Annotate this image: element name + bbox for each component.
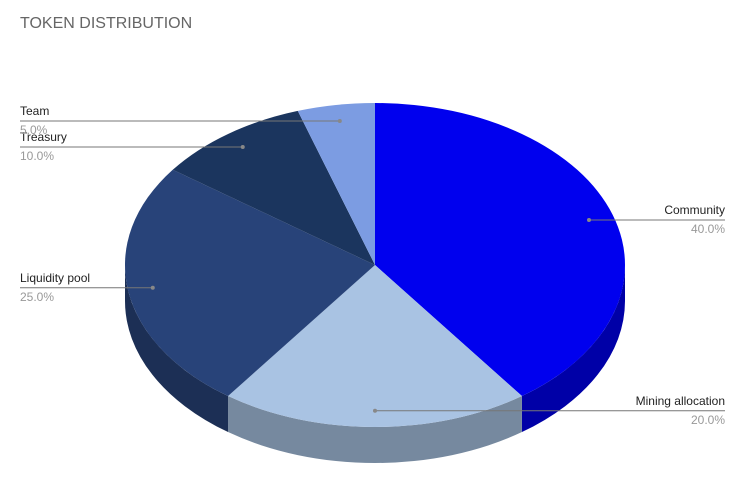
slice-value-label: 10.0%	[20, 149, 54, 163]
slice	[228, 265, 522, 427]
leader-dot	[586, 217, 591, 222]
leader-dot	[240, 145, 245, 150]
slice	[172, 110, 375, 266]
slice-side	[521, 265, 625, 433]
leader-dot	[150, 285, 155, 290]
leader-dot	[337, 118, 342, 123]
slice-label: Treasury	[20, 130, 67, 144]
slice-side	[125, 265, 229, 433]
slice-label: Mining allocation	[636, 394, 725, 408]
slice	[375, 103, 625, 397]
chart-title: TOKEN DISTRIBUTION	[20, 15, 192, 32]
slice	[124, 169, 375, 397]
leader-dot	[373, 408, 377, 413]
slice-label: Team	[20, 104, 49, 118]
slice-value-label: 20.0%	[691, 413, 725, 427]
slice-value-label: 5.0%	[20, 123, 48, 137]
slice	[297, 103, 375, 265]
slice-label: Community	[664, 203, 725, 217]
slice-label: Liquidity pool	[20, 271, 90, 285]
slice-value-label: 40.0%	[691, 222, 725, 236]
slice-value-label: 25.0%	[20, 290, 54, 304]
slice-side	[228, 396, 522, 464]
